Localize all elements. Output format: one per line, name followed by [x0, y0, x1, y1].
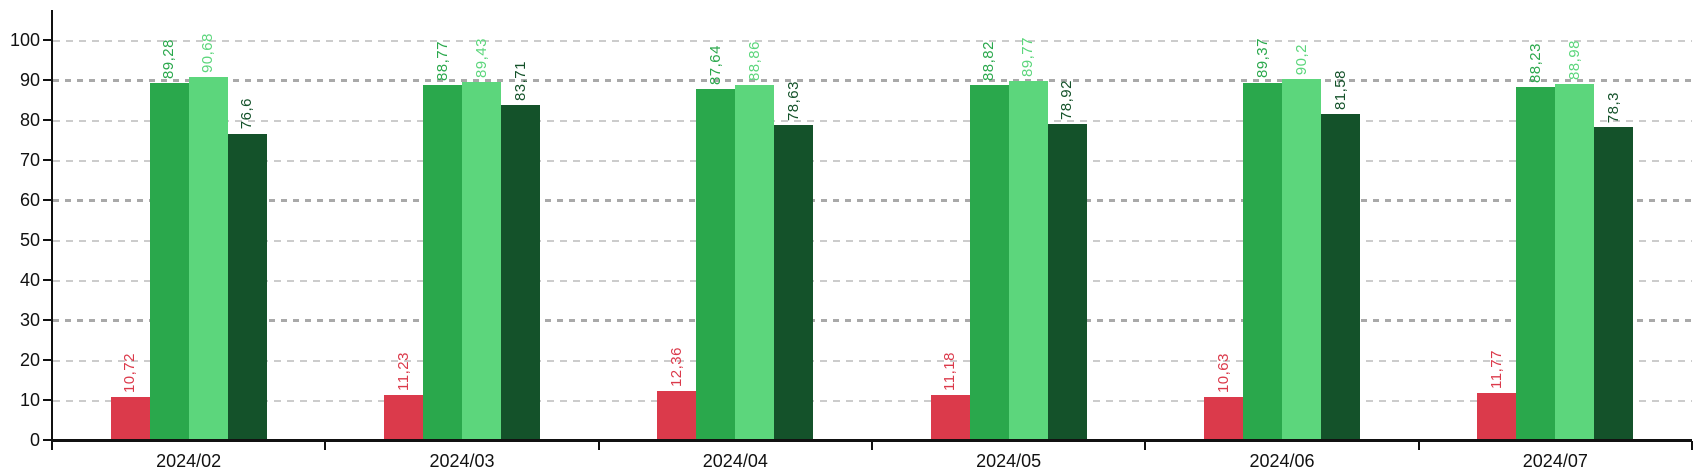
bar-red-2024/06: [1204, 397, 1243, 440]
y-tick-label: 0: [29, 430, 40, 450]
bar-value-label: 88,86: [745, 40, 763, 81]
gridline-20: [53, 360, 1692, 362]
x-axis-line: [51, 439, 1692, 442]
y-tick-label: 40: [19, 270, 40, 290]
y-tick-label: 70: [19, 150, 40, 170]
bar-value-label: 88,77: [433, 40, 451, 81]
bar-value-label: 76,6: [238, 98, 256, 130]
bar-value-label: 10,72: [121, 353, 139, 394]
gridline-80: [53, 120, 1692, 122]
bar-light-green-2024/07: [1555, 84, 1595, 440]
bar-green-2024/05: [969, 84, 1009, 440]
y-axis-tick-70: [43, 159, 52, 161]
bar-value-label: 10,63: [1214, 353, 1232, 394]
gridline-50: [53, 240, 1692, 242]
y-tick-label: 80: [19, 110, 40, 130]
bar-green-2024/04: [696, 89, 736, 440]
bar-value-label: 89,77: [1019, 36, 1037, 77]
bar-green-2024/07: [1516, 87, 1556, 440]
bar-value-label: 89,28: [160, 38, 178, 79]
bar-value-label: 78,3: [1604, 91, 1622, 123]
bar-value-label: 12,36: [667, 346, 685, 387]
bar-value-label: 88,23: [1526, 43, 1544, 84]
bar-light-green-2024/02: [188, 77, 228, 440]
bar-value-label: 89,37: [1253, 38, 1271, 79]
y-tick-label: 10: [19, 390, 40, 410]
gridline-30: [53, 319, 1692, 322]
bar-value-label: 88,82: [980, 40, 998, 81]
y-axis-tick-0: [43, 439, 52, 441]
bar-value-label: 81,58: [1331, 69, 1349, 110]
y-axis-tick-40: [43, 279, 52, 281]
bar-red-2024/02: [110, 397, 150, 440]
y-tick-label: 100: [9, 30, 40, 50]
x-axis-tick-3: [871, 441, 873, 450]
bar-value-label: 11,18: [941, 352, 959, 392]
y-axis-tick-50: [43, 239, 52, 241]
y-axis-tick-90: [43, 79, 52, 81]
bar-value-label: 89,43: [472, 38, 490, 79]
y-axis-tick-60: [43, 199, 52, 201]
y-axis-tick-80: [43, 119, 52, 121]
bar-red-2024/03: [384, 395, 423, 440]
y-axis-tick-100: [43, 39, 52, 41]
y-tick-label: 50: [19, 230, 40, 250]
gridline-100: [53, 40, 1692, 42]
bar-red-2024/05: [930, 395, 970, 440]
bar-value-label: 88,98: [1565, 40, 1583, 81]
y-tick-label: 60: [19, 190, 40, 210]
bar-red-2024/07: [1477, 392, 1517, 440]
bar-red-2024/04: [657, 390, 697, 440]
bar-light-green-2024/06: [1282, 79, 1321, 440]
bar-dark-green-2024/06: [1321, 113, 1360, 440]
bar-value-label: 78,63: [784, 81, 802, 122]
bar-dark-green-2024/05: [1047, 124, 1087, 440]
gridline-70: [53, 160, 1692, 162]
gridline-90: [53, 79, 1692, 82]
x-axis-tick-5: [1417, 441, 1420, 450]
x-axis-tick-2: [597, 441, 600, 450]
gridline-60: [53, 199, 1692, 202]
x-axis-tick-1: [324, 441, 327, 450]
bar-value-label: 83,71: [511, 61, 529, 102]
x-tick-label: 2024/05: [976, 451, 1042, 471]
bar-value-label: 87,64: [706, 45, 724, 86]
bar-value-label: 78,92: [1058, 80, 1076, 121]
bar-dark-green-2024/07: [1594, 126, 1634, 440]
x-axis-tick-6: [1691, 441, 1693, 450]
bar-green-2024/03: [423, 84, 462, 440]
x-tick-label: 2024/04: [702, 451, 768, 471]
y-axis-tick-10: [43, 399, 52, 401]
gridline-10: [53, 400, 1692, 402]
x-axis-tick-4: [1144, 441, 1147, 450]
x-tick-label: 2024/07: [1522, 451, 1588, 471]
y-tick-label: 20: [19, 350, 40, 370]
bar-light-green-2024/05: [1008, 80, 1048, 440]
bar-dark-green-2024/03: [501, 105, 540, 440]
bar-green-2024/06: [1243, 82, 1282, 440]
y-axis-tick-30: [43, 319, 52, 321]
y-axis-line: [51, 10, 53, 448]
y-tick-label: 90: [19, 70, 40, 90]
bar-value-label: 90,2: [1292, 44, 1310, 76]
bar-value-label: 11,77: [1487, 349, 1505, 389]
bar-dark-green-2024/04: [774, 125, 814, 440]
bar-value-label: 11,23: [394, 352, 412, 392]
bar-dark-green-2024/02: [227, 133, 267, 440]
bar-green-2024/02: [149, 82, 189, 440]
x-tick-label: 2024/03: [429, 451, 495, 471]
bar-light-green-2024/03: [462, 82, 501, 440]
bar-value-label: 90,68: [199, 33, 217, 74]
gridline-40: [53, 280, 1692, 282]
y-tick-label: 30: [19, 310, 40, 330]
y-axis-tick-20: [43, 359, 52, 361]
x-axis-tick-0: [51, 441, 53, 450]
x-tick-label: 2024/06: [1249, 451, 1315, 471]
bar-light-green-2024/04: [735, 84, 775, 440]
x-tick-label: 2024/02: [156, 451, 222, 471]
